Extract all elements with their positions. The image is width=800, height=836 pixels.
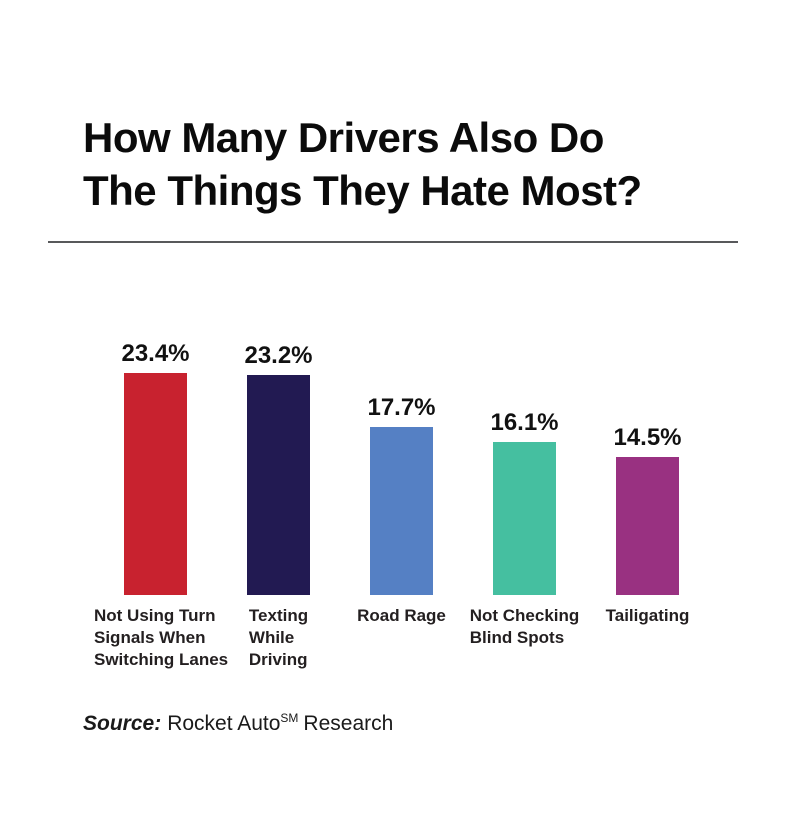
source-superscript-sm: SM <box>280 711 299 726</box>
bar-texting-while-driving <box>247 375 310 595</box>
bar-not-checking-blind-spots <box>493 442 556 595</box>
bar-column-not-checking-blind-spots: 16.1% Not Checking Blind Spots <box>463 337 586 670</box>
source-suffix: Research <box>303 712 394 736</box>
category-label-line: Texting <box>248 606 309 625</box>
category-label-line: Switching Lanes <box>94 649 229 669</box>
chart-title-line2: The Things They Hate Most? <box>83 166 642 214</box>
bar-column-texting-while-driving: 23.2% Texting While Driving <box>217 337 340 670</box>
bar-tailigating <box>616 457 679 595</box>
bar-column-road-rage: 17.7% Road Rage <box>340 337 463 670</box>
bar-area: 16.1% <box>463 337 586 595</box>
category-label-wrap: Not Using Turn Signals When Switching Lane… <box>94 595 228 670</box>
divider-line <box>48 241 738 243</box>
bar-area: 14.5% <box>586 337 709 595</box>
bar-column-tailigating: 14.5% Tailigating <box>586 337 709 670</box>
bar-value-label: 16.1% <box>490 409 559 436</box>
category-label-line: Not Using Turn <box>94 606 216 625</box>
category-label-not-checking-blind-spots: Not Checking Blind Spots <box>470 605 580 649</box>
bar-value-label: 14.5% <box>613 424 682 451</box>
category-label-road-rage: Road Rage <box>357 605 446 627</box>
chart-title-line1: How Many Drivers Also Do <box>83 114 604 161</box>
source-note: Source: Rocket AutoSM Research <box>83 712 740 736</box>
bar-area: 17.7% <box>340 337 463 595</box>
bar-road-rage <box>370 427 433 595</box>
category-label-line: Road Rage <box>357 606 446 625</box>
bar-value-label: 17.7% <box>367 394 436 421</box>
category-label-texting-while-driving: Texting While Driving <box>249 605 308 670</box>
source-label: Source: <box>83 712 162 736</box>
bar-chart: 23.4% Not Using Turn Signals When Switching… <box>94 337 710 670</box>
bar-area: 23.4% <box>94 337 217 595</box>
bar-not-using-turn-signals-when-switching-lanes <box>124 373 187 595</box>
category-label-line: Driving <box>248 649 308 669</box>
category-label-line: Signals When <box>94 627 206 647</box>
bar-value-label: 23.2% <box>244 342 313 369</box>
category-label-wrap: Road Rage <box>340 595 463 627</box>
category-label-line: Not Checking <box>469 606 580 625</box>
bar-value-label: 23.4% <box>121 340 190 367</box>
category-label-wrap: Texting While Driving <box>217 595 340 670</box>
category-label-wrap: Tailigating <box>586 595 709 627</box>
category-label-not-using-turn-signals-when-switching-lanes: Not Using Turn Signals When Switching Lane… <box>94 605 228 670</box>
category-label-line: While <box>248 627 295 647</box>
bar-column-not-using-turn-signals-when-switching-lanes: 23.4% Not Using Turn Signals When Switching… <box>94 337 228 670</box>
category-label-wrap: Not Checking Blind Spots <box>463 595 586 649</box>
bar-area: 23.2% <box>217 337 340 595</box>
category-label-line: Tailigating <box>605 606 690 625</box>
chart-title: How Many Drivers Also Do The Things They… <box>83 112 740 217</box>
category-label-line: Blind Spots <box>469 627 565 647</box>
category-label-tailigating: Tailigating <box>606 605 690 627</box>
source-brand: Rocket Auto <box>167 712 281 736</box>
